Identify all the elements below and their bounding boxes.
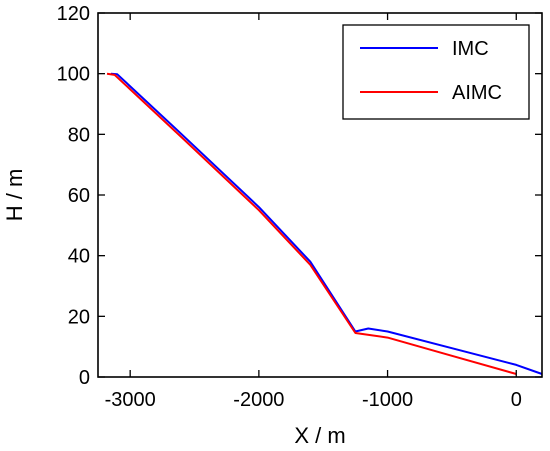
- legend-box: [342, 24, 530, 120]
- y-tick-label: 60: [68, 185, 90, 207]
- y-tick-label: 20: [68, 306, 90, 328]
- legend: IMC AIMC: [342, 24, 530, 120]
- x-axis-title: X / m: [294, 423, 345, 448]
- legend-label-imc: IMC: [452, 38, 489, 60]
- x-tick-label: -2000: [233, 389, 284, 411]
- y-tick-label: 120: [57, 3, 90, 25]
- y-axis: 0 20 40 60 80 100 120: [57, 3, 542, 389]
- y-tick-label: 0: [79, 367, 90, 389]
- legend-label-aimc: AIMC: [452, 82, 502, 104]
- x-tick-label: -1000: [362, 389, 413, 411]
- x-tick-label: 0: [511, 389, 522, 411]
- x-axis: -3000 -2000 -1000 0: [105, 13, 522, 411]
- y-tick-label: 40: [68, 246, 90, 268]
- series-line-aimc: [106, 72, 517, 375]
- series-layer: [106, 72, 543, 375]
- y-tick-label: 100: [57, 64, 90, 86]
- x-tick-label: -3000: [105, 389, 156, 411]
- y-tick-label: 80: [68, 124, 90, 146]
- series-line-imc: [110, 72, 543, 375]
- y-axis-title: H / m: [2, 169, 27, 222]
